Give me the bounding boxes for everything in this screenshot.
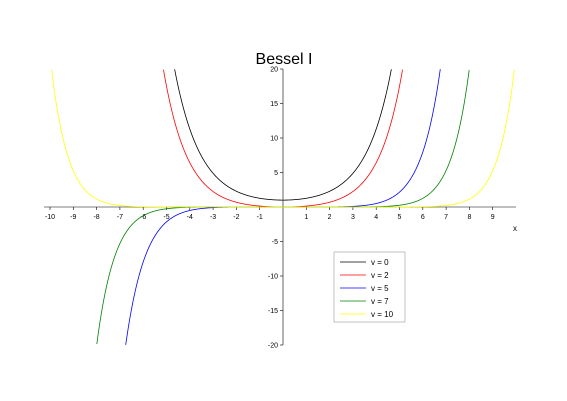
legend-label: v = 2: [371, 271, 389, 280]
chart-title: Bessel I: [256, 51, 313, 68]
x-tick-label: -9: [70, 214, 76, 221]
x-tick-label: -1: [257, 214, 263, 221]
y-tick-label: -5: [272, 239, 278, 246]
x-tick-label: -3: [210, 214, 216, 221]
x-tick-label: -7: [117, 214, 123, 221]
x-tick-group: -10 -9 -8 -7 -6 -5 -4 -3 -2 -1 1 2 3 4 5 6 7 8 9: [45, 207, 495, 221]
x-tick-label: 6: [421, 214, 425, 221]
x-tick-label: -4: [187, 214, 193, 221]
x-tick-label: -10: [45, 214, 55, 221]
series-line-v10: [51, 69, 515, 208]
legend-label: v = 7: [371, 297, 389, 306]
x-tick-label: 7: [444, 214, 448, 221]
y-tick-label: 10: [270, 136, 278, 143]
x-tick-label: 9: [491, 214, 495, 221]
y-tick-label: -15: [268, 308, 278, 315]
legend-label: v = 10: [371, 310, 394, 319]
y-tick-label: 5: [274, 170, 278, 177]
x-tick-label: 2: [328, 214, 332, 221]
x-tick-label: 4: [374, 214, 378, 221]
x-tick-label: 5: [398, 214, 402, 221]
x-tick-label: -2: [233, 214, 239, 221]
x-tick-label: -5: [163, 214, 169, 221]
x-tick-label: 8: [467, 214, 471, 221]
x-tick-label: -8: [93, 214, 99, 221]
series-line-v0: [174, 69, 392, 201]
legend: v = 0 v = 2 v = 5 v = 7 v = 10: [333, 251, 406, 323]
y-tick-label: 20: [270, 67, 278, 74]
legend-label: v = 5: [371, 284, 389, 293]
x-axis-label: x: [513, 224, 517, 233]
legend-box: [333, 251, 406, 323]
y-tick-label: -10: [268, 274, 278, 281]
y-tick-label: 15: [270, 101, 278, 108]
legend-label: v = 0: [371, 258, 389, 267]
y-tick-group: -20 -15 -10 -5 5 10 15 20: [268, 67, 283, 350]
x-tick-label: 1: [304, 214, 308, 221]
x-tick-label: -6: [140, 214, 146, 221]
y-tick-label: -20: [268, 343, 278, 350]
x-tick-label: 3: [351, 214, 355, 221]
series-group: [51, 69, 515, 345]
